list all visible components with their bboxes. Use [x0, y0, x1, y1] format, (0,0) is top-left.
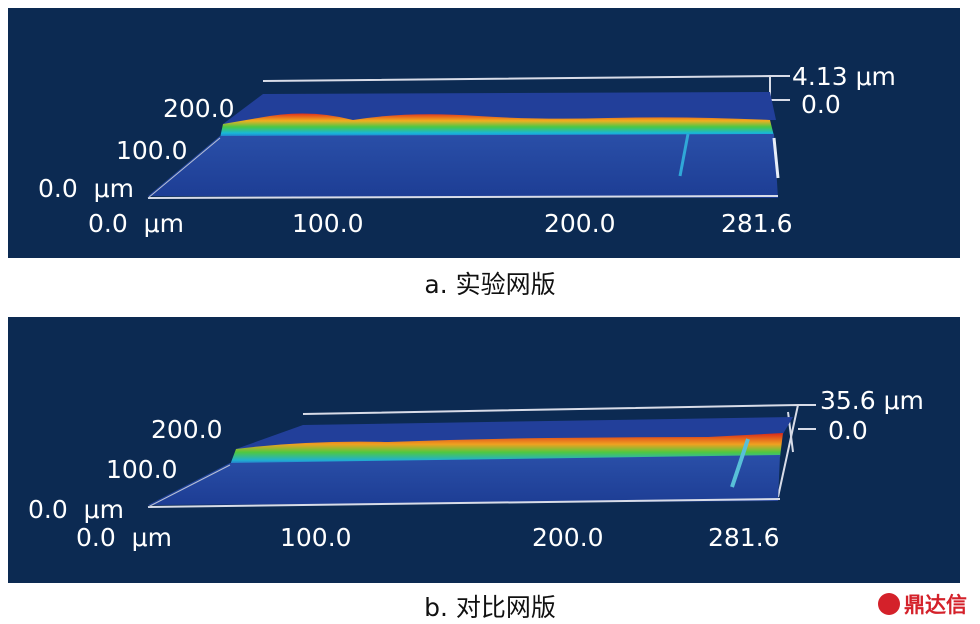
y-tick-b-100: 100.0 — [106, 455, 178, 484]
x-tick-a-200: 200.0 — [544, 209, 616, 238]
x-tick-a-100: 100.0 — [292, 209, 364, 238]
surface-plot-b: 35.6 μm 0.0 200.0 100.0 0.0 μm 0.0 μm 10… — [8, 317, 960, 583]
x-tick-b-200: 200.0 — [532, 523, 604, 552]
z-max-a: 4.13 μm — [792, 62, 896, 91]
z-max-b: 35.6 μm — [820, 386, 924, 415]
x-axis-b — [147, 498, 781, 508]
surface-render-a — [147, 74, 790, 199]
z-zero-a: 0.0 — [801, 90, 841, 119]
ridge-a — [220, 113, 774, 138]
y-tick-a-100: 100.0 — [116, 136, 188, 165]
caption-b: b. 对比网版 — [424, 593, 556, 622]
x-tick-a-0: 0.0 μm — [88, 209, 184, 238]
x-tick-b-281: 281.6 — [708, 523, 780, 552]
x-tick-a-281: 281.6 — [721, 209, 793, 238]
x-tick-b-100: 100.0 — [280, 523, 352, 552]
z-zero-b: 0.0 — [828, 416, 868, 445]
floor-front-a — [148, 134, 778, 198]
floor-back-a — [223, 92, 776, 124]
surface-plot-a: 4.13 μm 0.0 200.0 100.0 0.0 μm 0.0 μm 10… — [8, 8, 960, 258]
caption-a: a. 实验网版 — [424, 270, 556, 299]
y-tick-a-200: 200.0 — [163, 94, 235, 123]
floor-front-b — [148, 455, 780, 505]
watermark-logo: 鼎达信 — [878, 589, 967, 619]
y-tick-b-0: 0.0 μm — [28, 495, 124, 524]
x-tick-b-0: 0.0 μm — [76, 523, 172, 552]
y-tick-a-0: 0.0 μm — [38, 174, 134, 203]
logo-icon — [878, 593, 900, 615]
watermark-text: 鼎达信 — [904, 593, 967, 617]
x-axis-a — [147, 195, 779, 199]
surface-render-b — [147, 403, 816, 508]
y-tick-b-200: 200.0 — [151, 415, 223, 444]
